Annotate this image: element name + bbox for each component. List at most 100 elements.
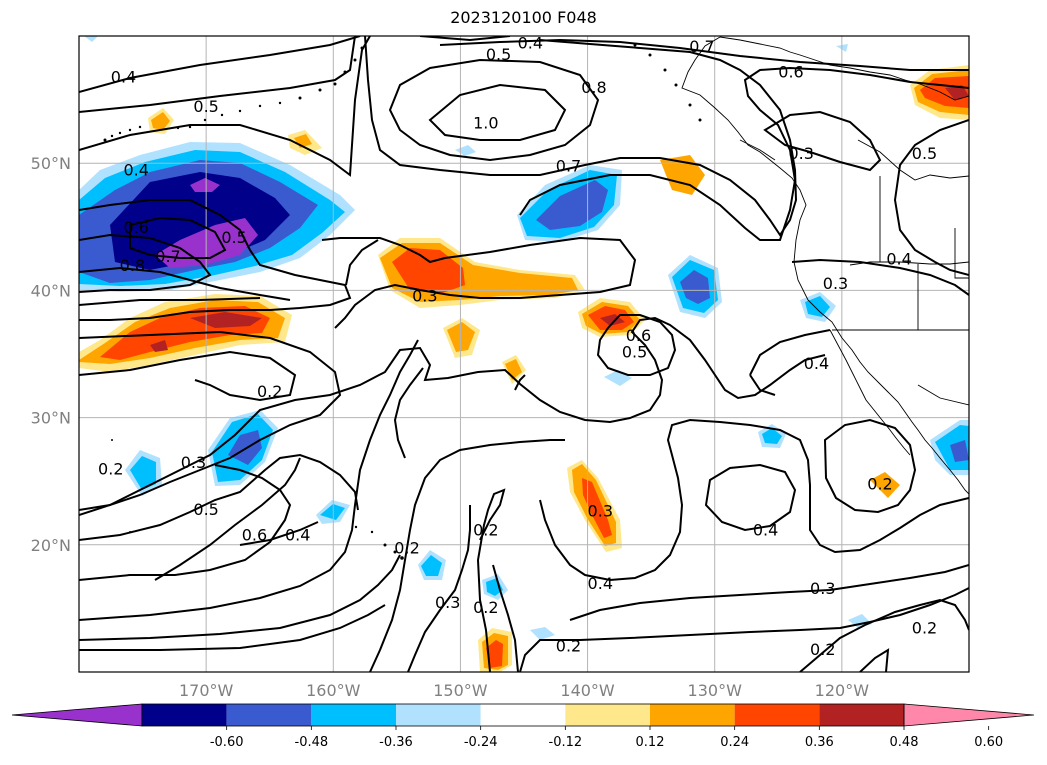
positive-anomaly-region xyxy=(150,340,168,352)
contour-label: 0.2 xyxy=(473,521,498,540)
negative-anomaly-region xyxy=(762,428,782,444)
negative-anomaly-region xyxy=(228,430,262,465)
contour-label: 0.6 xyxy=(626,326,651,345)
colorbar-tick-label: 0.36 xyxy=(805,735,834,750)
negative-anomaly-region xyxy=(536,180,608,230)
colorbar-swatch xyxy=(565,704,650,726)
positive-anomaly-region xyxy=(447,322,475,352)
colorbar-extend-low xyxy=(11,703,143,727)
positive-anomaly-region xyxy=(660,155,705,195)
contour-label: 0.4 xyxy=(518,33,543,52)
negative-anomaly-region xyxy=(680,270,710,304)
contour-label: 0.2 xyxy=(394,538,419,557)
contour-label: 0.3 xyxy=(412,286,437,305)
contour-label: 0.5 xyxy=(486,45,511,64)
colorbar-tick-label: -0.36 xyxy=(379,735,413,750)
colorbar-swatch xyxy=(650,704,735,726)
contour-label: 0.5 xyxy=(912,144,937,163)
colorbar-swatch xyxy=(311,704,396,726)
negative-anomaly-region xyxy=(805,296,830,317)
positive-anomaly-region xyxy=(151,112,170,130)
contour-label: 0.2 xyxy=(912,618,937,637)
contour-label: 0.3 xyxy=(823,274,848,293)
negative-anomaly-region xyxy=(320,504,345,520)
negative-anomaly-region xyxy=(455,145,476,156)
lon-tick-label: 140°W xyxy=(560,681,615,700)
lon-tick-label: 150°W xyxy=(433,681,488,700)
colorbar-tick-label: -0.48 xyxy=(295,735,329,750)
contour-label: 0.7 xyxy=(556,157,581,176)
contour-label: 0.5 xyxy=(221,228,246,247)
colorbar-swatch xyxy=(226,704,312,726)
lat-tick-label: 50°N xyxy=(31,154,71,173)
contour-label: 0.4 xyxy=(588,574,613,593)
colorbar-tick-label: 0.24 xyxy=(720,735,749,750)
contour-labels: 0.40.50.4 0.70.60.50.81.00.70.3 0.50.40.30… xyxy=(98,33,937,659)
contour-label: 0.6 xyxy=(123,218,148,237)
colorbar-tick-label: -0.12 xyxy=(549,735,583,750)
contour-label: 0.4 xyxy=(111,68,136,87)
map-title: 2023120100 F048 xyxy=(450,8,597,27)
positive-anomaly-region xyxy=(190,312,262,328)
contour-label: 0.2 xyxy=(810,640,835,659)
contour-label: 0.7 xyxy=(689,37,714,56)
contour-label: 0.4 xyxy=(804,354,829,373)
contour-label: 0.4 xyxy=(123,161,148,180)
contour-label: 0.8 xyxy=(120,256,145,275)
colorbar-swatch xyxy=(480,704,566,726)
lat-tick-label: 30°N xyxy=(31,409,71,428)
contour-label: 0.6 xyxy=(242,526,267,545)
contour-lines xyxy=(79,36,969,672)
colorbar-tick-label: -0.24 xyxy=(464,735,498,750)
lon-tick-label: 160°W xyxy=(306,681,361,700)
contour-label: 0.2 xyxy=(473,598,498,617)
contour-label: 0.8 xyxy=(581,78,606,97)
contour-label: 1.0 xyxy=(473,113,498,132)
colorbar: -0.60 -0.48 -0.36 -0.24 -0.12 0.12 0.24 0.36 0.4… xyxy=(11,703,1035,750)
positive-anomaly-region xyxy=(505,359,522,380)
positive-anomaly-region xyxy=(870,472,900,498)
positive-anomaly-region xyxy=(582,478,612,538)
positive-anomaly-region xyxy=(945,85,969,100)
contour-label: 0.2 xyxy=(98,459,123,478)
positive-anomaly-region xyxy=(392,248,465,294)
colorbar-extend-high xyxy=(903,703,1035,727)
negative-anomaly-region xyxy=(130,456,156,490)
contour-label: 0.3 xyxy=(788,144,813,163)
contour-label: 0.5 xyxy=(193,500,218,519)
map-gridlines xyxy=(79,36,969,672)
contour-label: 0.5 xyxy=(193,97,218,116)
colorbar-tick-label: -0.60 xyxy=(210,735,244,750)
contour-label: 0.4 xyxy=(285,526,310,545)
contour-label: 0.2 xyxy=(556,636,581,655)
lat-tick-label: 20°N xyxy=(31,536,71,555)
contour-label: 0.3 xyxy=(181,453,206,472)
contour-label: 0.7 xyxy=(155,247,180,266)
contour-label: 0.3 xyxy=(810,579,835,598)
contour-label: 0.4 xyxy=(753,521,778,540)
colorbar-swatch xyxy=(819,704,904,726)
contour-label: 0.4 xyxy=(886,250,911,269)
colorbar-swatch xyxy=(142,704,227,726)
colorbar-tick-label: 0.48 xyxy=(890,735,919,750)
lat-tick-label: 40°N xyxy=(31,281,71,300)
lon-tick-label: 170°W xyxy=(179,681,234,700)
colorbar-swatch xyxy=(734,704,820,726)
contour-label: 0.6 xyxy=(778,63,803,82)
colorbar-outline xyxy=(141,703,905,727)
lon-tick-label: 130°W xyxy=(688,681,743,700)
colorbar-tick-label: 0.12 xyxy=(636,735,665,750)
negative-anomaly-region xyxy=(84,36,98,42)
contour-label: 0.5 xyxy=(622,342,647,361)
longitude-axis: 170°W 160°W 150°W 140°W 130°W 120°W xyxy=(179,681,869,700)
contour-label: 0.3 xyxy=(588,501,613,520)
colorbar-swatch xyxy=(396,704,481,726)
colorbar-tick-label: 0.60 xyxy=(974,735,1003,750)
contour-label: 0.3 xyxy=(435,593,460,612)
negative-anomaly-region xyxy=(530,627,555,640)
latitude-axis: 50°N 40°N 30°N 20°N xyxy=(31,154,71,555)
negative-anomaly-region xyxy=(190,178,220,192)
negative-anomaly-region xyxy=(421,555,442,576)
contour-label: 0.2 xyxy=(257,382,282,401)
